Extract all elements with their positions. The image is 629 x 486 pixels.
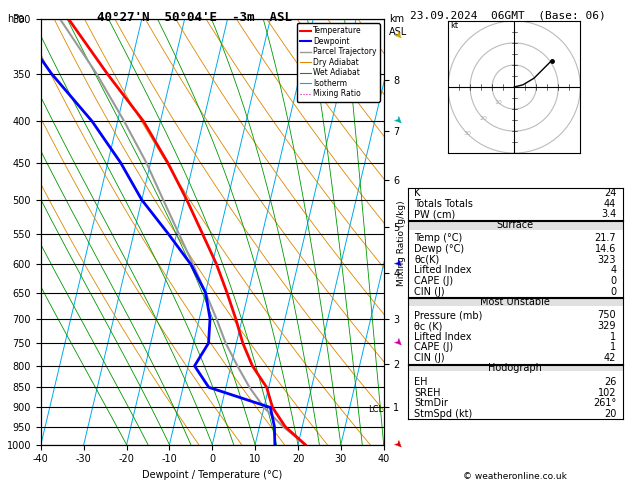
Text: 20: 20 bbox=[604, 409, 616, 419]
Text: 0: 0 bbox=[610, 287, 616, 296]
Text: Lifted Index: Lifted Index bbox=[414, 332, 472, 342]
Text: km: km bbox=[389, 14, 404, 24]
Bar bbox=[408, 298, 623, 306]
Text: LCL: LCL bbox=[369, 405, 384, 414]
Text: 21.7: 21.7 bbox=[594, 233, 616, 243]
Text: Most Unstable: Most Unstable bbox=[480, 297, 550, 307]
Text: Dewp (°C): Dewp (°C) bbox=[414, 244, 464, 254]
Text: 750: 750 bbox=[598, 311, 616, 320]
Text: Mixing Ratio (g/kg): Mixing Ratio (g/kg) bbox=[397, 200, 406, 286]
Text: 323: 323 bbox=[598, 255, 616, 264]
Text: 30: 30 bbox=[464, 131, 471, 136]
Text: 10: 10 bbox=[495, 100, 503, 105]
Text: 261°: 261° bbox=[593, 399, 616, 408]
Text: 23.09.2024  06GMT  (Base: 06): 23.09.2024 06GMT (Base: 06) bbox=[410, 11, 606, 21]
Text: 20: 20 bbox=[479, 116, 487, 121]
Text: StmSpd (kt): StmSpd (kt) bbox=[414, 409, 472, 419]
Text: ASL: ASL bbox=[389, 27, 407, 37]
Text: θᴄ (K): θᴄ (K) bbox=[414, 321, 442, 331]
Bar bbox=[408, 221, 623, 230]
Text: PW (cm): PW (cm) bbox=[414, 209, 455, 219]
Text: Temp (°C): Temp (°C) bbox=[414, 233, 462, 243]
Text: 44: 44 bbox=[604, 199, 616, 208]
Text: CAPE (J): CAPE (J) bbox=[414, 343, 453, 352]
Text: SREH: SREH bbox=[414, 388, 440, 398]
Text: Totals Totals: Totals Totals bbox=[414, 199, 473, 208]
Text: 42: 42 bbox=[604, 353, 616, 363]
Bar bbox=[408, 364, 623, 371]
Text: kt: kt bbox=[450, 20, 459, 30]
Text: ➤: ➤ bbox=[391, 258, 404, 271]
Text: 26: 26 bbox=[604, 377, 616, 387]
Text: Hodograph: Hodograph bbox=[488, 363, 542, 373]
Text: CAPE (J): CAPE (J) bbox=[414, 276, 453, 286]
Text: 40°27'N  50°04'E  -3m  ASL: 40°27'N 50°04'E -3m ASL bbox=[97, 11, 292, 24]
Text: 1: 1 bbox=[610, 332, 616, 342]
Text: hPa: hPa bbox=[8, 14, 25, 24]
Text: 14.6: 14.6 bbox=[595, 244, 616, 254]
Text: 329: 329 bbox=[598, 321, 616, 331]
X-axis label: Dewpoint / Temperature (°C): Dewpoint / Temperature (°C) bbox=[142, 470, 282, 480]
Text: θᴄ(K): θᴄ(K) bbox=[414, 255, 439, 264]
Text: Pressure (mb): Pressure (mb) bbox=[414, 311, 482, 320]
Text: 0: 0 bbox=[610, 276, 616, 286]
Text: © weatheronline.co.uk: © weatheronline.co.uk bbox=[462, 472, 567, 481]
Legend: Temperature, Dewpoint, Parcel Trajectory, Dry Adiabat, Wet Adiabat, Isotherm, Mi: Temperature, Dewpoint, Parcel Trajectory… bbox=[296, 23, 380, 102]
Text: K: K bbox=[414, 188, 420, 198]
Text: 1: 1 bbox=[610, 343, 616, 352]
Text: EH: EH bbox=[414, 377, 428, 387]
Text: Surface: Surface bbox=[496, 220, 534, 230]
Text: StmDir: StmDir bbox=[414, 399, 448, 408]
Text: 102: 102 bbox=[598, 388, 616, 398]
Text: ➤: ➤ bbox=[391, 336, 404, 350]
Text: ➤: ➤ bbox=[391, 114, 404, 128]
Text: ➤: ➤ bbox=[391, 438, 404, 451]
Text: 3.4: 3.4 bbox=[601, 209, 616, 219]
Text: CIN (J): CIN (J) bbox=[414, 287, 445, 296]
Text: 24: 24 bbox=[604, 188, 616, 198]
Text: ➤: ➤ bbox=[391, 29, 404, 43]
Text: 4: 4 bbox=[610, 265, 616, 275]
Text: CIN (J): CIN (J) bbox=[414, 353, 445, 363]
Text: Lifted Index: Lifted Index bbox=[414, 265, 472, 275]
